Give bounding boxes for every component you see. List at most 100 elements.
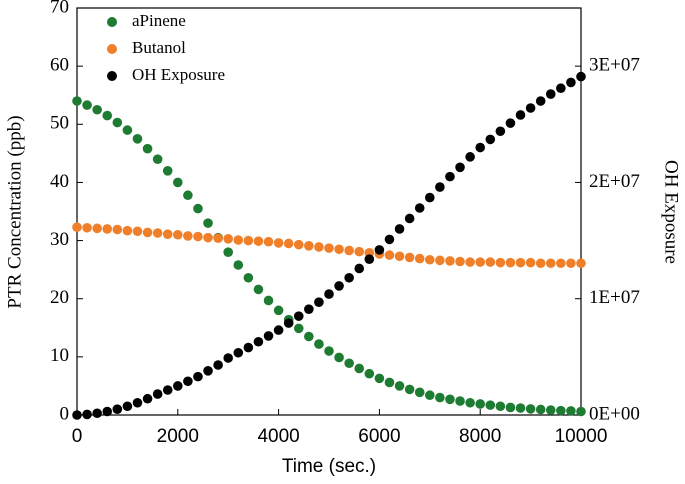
point	[203, 366, 213, 376]
point	[414, 387, 425, 398]
point	[293, 323, 304, 334]
point	[112, 224, 123, 235]
point	[304, 241, 314, 251]
point	[92, 104, 102, 115]
point	[384, 234, 395, 245]
point	[334, 352, 344, 363]
legend-marker	[107, 17, 117, 27]
point	[324, 243, 334, 253]
y-tick-label: 70	[50, 0, 69, 17]
point	[162, 229, 173, 239]
point	[243, 235, 254, 246]
point	[566, 406, 576, 416]
point	[485, 134, 496, 145]
point	[233, 347, 244, 358]
point	[465, 257, 475, 267]
point	[566, 258, 576, 269]
point	[183, 190, 193, 201]
legend-label: aPinene	[132, 11, 186, 30]
point	[253, 236, 264, 246]
point	[435, 255, 445, 266]
point	[364, 254, 375, 264]
y-axis-title: PTR Concentration (ppb)	[4, 115, 25, 308]
x-axis-title: Time (sec.)	[282, 456, 376, 477]
point	[556, 405, 566, 416]
point	[102, 110, 113, 121]
point	[173, 381, 183, 391]
point	[535, 404, 546, 415]
point	[193, 231, 203, 242]
point	[263, 331, 274, 341]
legend-marker	[107, 71, 117, 81]
y-tick-label: 30	[50, 229, 69, 250]
point	[576, 406, 586, 417]
point	[374, 373, 385, 384]
point	[435, 182, 445, 192]
point	[72, 222, 82, 232]
point	[173, 229, 183, 240]
point	[465, 397, 475, 408]
point	[505, 118, 516, 128]
point	[495, 401, 506, 412]
point	[384, 377, 395, 388]
point	[152, 228, 163, 238]
point	[173, 177, 183, 188]
point	[545, 258, 556, 269]
point	[293, 311, 304, 321]
point	[354, 263, 365, 274]
point	[465, 152, 475, 162]
point	[505, 257, 516, 268]
point	[334, 281, 344, 291]
point	[505, 402, 516, 413]
point	[243, 272, 254, 283]
point	[394, 224, 405, 234]
point	[485, 400, 496, 410]
point	[283, 238, 294, 249]
point	[576, 71, 586, 82]
point	[72, 410, 82, 420]
point	[495, 257, 506, 268]
point	[183, 376, 193, 387]
point	[425, 390, 435, 401]
point	[112, 117, 123, 128]
x-tick-label: 10000	[555, 426, 608, 447]
y2-tick-label: 3E+07	[589, 55, 640, 76]
x-tick-label: 4000	[257, 426, 299, 447]
point	[445, 171, 455, 182]
point	[152, 389, 163, 399]
point	[354, 246, 365, 257]
point	[314, 297, 324, 308]
point	[122, 125, 133, 135]
point	[283, 318, 294, 328]
point	[72, 96, 82, 106]
point	[233, 260, 244, 270]
point	[183, 231, 193, 241]
point	[535, 96, 546, 106]
point	[445, 256, 455, 266]
point	[354, 363, 365, 374]
point	[334, 244, 344, 255]
point	[253, 336, 264, 347]
point	[576, 258, 586, 269]
point	[223, 247, 233, 257]
point	[515, 257, 526, 268]
point	[82, 222, 92, 233]
point	[132, 226, 143, 237]
point	[425, 192, 435, 203]
point	[122, 225, 133, 236]
point	[193, 203, 203, 214]
point	[293, 239, 304, 250]
y2-tick-label: 1E+07	[589, 287, 640, 308]
point	[92, 223, 102, 234]
plot-frame	[76, 7, 582, 416]
point	[142, 143, 153, 154]
x-tick-label: 6000	[358, 426, 400, 447]
point	[263, 236, 274, 247]
point	[132, 397, 143, 408]
point	[162, 385, 173, 395]
legend-marker	[107, 44, 117, 54]
point	[243, 342, 254, 353]
point	[525, 257, 536, 268]
point	[142, 393, 153, 404]
point	[304, 304, 314, 314]
